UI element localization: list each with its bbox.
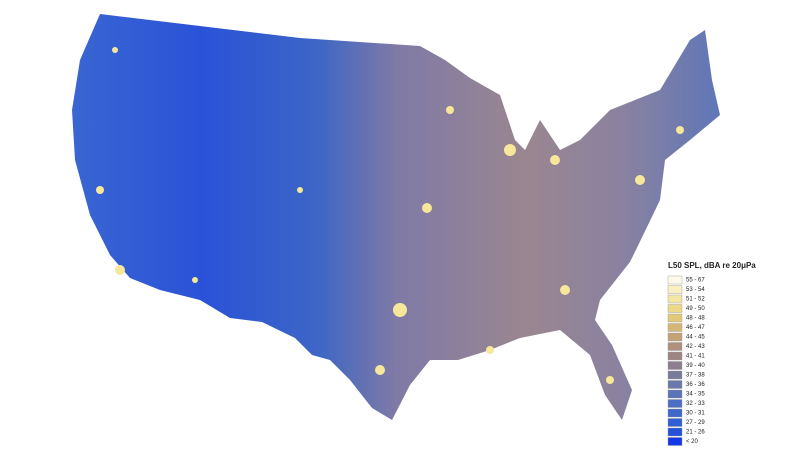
legend-swatch — [667, 380, 683, 389]
legend-swatch — [667, 418, 683, 427]
legend-title: L50 SPL, dBA re 20μPa — [668, 261, 756, 270]
city-light — [606, 376, 614, 384]
city-light — [375, 365, 385, 375]
legend-label: 39 - 40 — [686, 363, 705, 369]
city-lights — [96, 47, 684, 384]
legend-swatch — [667, 427, 683, 437]
city-light — [635, 175, 645, 185]
city-light — [422, 203, 432, 213]
legend-label: 44 - 45 — [686, 335, 705, 341]
legend-label: 49 - 50 — [686, 306, 705, 312]
city-light — [550, 155, 560, 165]
legend-swatch — [667, 361, 683, 370]
legend-label: 46 - 47 — [686, 325, 705, 331]
city-light — [676, 126, 684, 134]
legend-swatch — [667, 275, 683, 285]
city-light — [297, 187, 303, 193]
city-light — [560, 285, 570, 295]
legend-swatch — [667, 342, 683, 351]
city-light — [446, 106, 454, 114]
city-light — [115, 265, 125, 275]
legend-swatch — [667, 323, 683, 332]
legend-swatch — [667, 437, 683, 446]
legend-swatch — [667, 399, 683, 408]
city-light — [393, 303, 407, 317]
city-light — [192, 277, 198, 283]
legend-swatch — [667, 304, 683, 313]
city-light — [96, 186, 104, 194]
legend-label: 21 - 26 — [686, 430, 705, 436]
city-light — [504, 144, 516, 156]
legend-label: 36 - 36 — [686, 382, 705, 388]
legend-label: 55 - 67 — [686, 278, 705, 284]
legend-swatch — [667, 285, 683, 294]
legend-label: 27 - 29 — [686, 420, 705, 426]
legend-label: 48 - 48 — [686, 316, 705, 322]
us-map — [72, 14, 720, 420]
legend-swatch — [667, 389, 683, 399]
legend-label: 37 - 38 — [686, 373, 705, 379]
legend-swatch — [667, 294, 683, 304]
legend-swatch — [667, 332, 683, 342]
legend-label: 32 - 33 — [686, 401, 705, 407]
legend-label: < 20 — [686, 439, 699, 445]
legend-label: 30 - 31 — [686, 411, 705, 417]
legend-swatch — [667, 408, 683, 418]
city-light — [112, 47, 118, 53]
legend-swatch — [667, 370, 683, 380]
legend-label: 51 - 52 — [686, 297, 705, 303]
legend-swatch — [667, 351, 683, 361]
legend-label: 41 - 41 — [686, 354, 705, 360]
city-light — [486, 346, 494, 354]
legend: L50 SPL, dBA re 20μPa 55 - 67 53 - 54 51 -… — [667, 261, 756, 446]
legend-label: 34 - 35 — [686, 392, 705, 398]
legend-label: 42 - 43 — [686, 344, 705, 350]
legend-swatch — [667, 313, 683, 323]
us-outline — [72, 14, 720, 420]
legend-label: 53 - 54 — [686, 287, 705, 293]
